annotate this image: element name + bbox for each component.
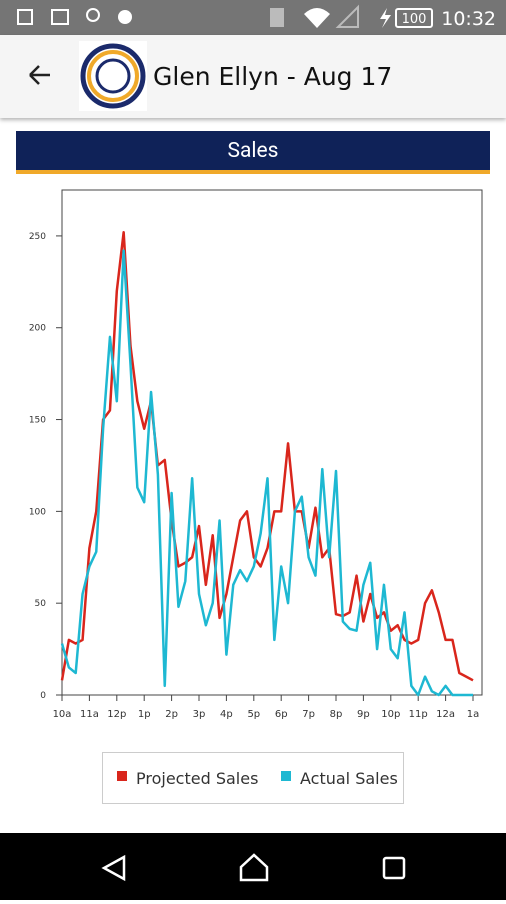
plot-frame bbox=[61, 189, 483, 696]
x-tick-label: 3p bbox=[193, 709, 206, 720]
charge-icon bbox=[380, 8, 391, 28]
y-tick-label: 0 bbox=[40, 691, 46, 701]
legend-swatch bbox=[117, 771, 127, 781]
nav-icons bbox=[101, 853, 406, 882]
series-line bbox=[60, 230, 474, 682]
y-tick-label: 200 bbox=[29, 324, 46, 334]
wifi-icon bbox=[304, 8, 330, 28]
nav-bar bbox=[0, 833, 506, 900]
x-tick-label: 10p bbox=[381, 709, 400, 720]
x-tick-label: 1a bbox=[467, 709, 480, 720]
usb-icon bbox=[17, 9, 33, 25]
battery-icon bbox=[395, 8, 433, 28]
chart: 0 50 100 150 200 250 10a 11a 12p 1p 2p 3p 4p 5p 6p 7p 8p… bbox=[29, 189, 483, 720]
app-bar: Glen Ellyn - Aug 17 bbox=[0, 35, 506, 118]
legend-label: Actual Sales bbox=[300, 769, 398, 788]
y-tick-label: 250 bbox=[29, 232, 46, 242]
chart-title: Sales bbox=[16, 131, 490, 174]
nav-back[interactable] bbox=[101, 854, 126, 882]
x-tick-label: 2p bbox=[165, 709, 178, 720]
y-tick-label: 150 bbox=[29, 416, 46, 426]
status-bar: 100 10:32 bbox=[0, 0, 506, 35]
nav-home[interactable] bbox=[239, 853, 269, 882]
clock: 10:32 bbox=[441, 8, 496, 30]
legend-items: Projected Sales Actual Sales bbox=[117, 769, 398, 788]
battery-level: 100 bbox=[402, 12, 427, 27]
image-icon bbox=[51, 9, 69, 25]
x-tick-label: 11a bbox=[80, 709, 99, 720]
logo-ring bbox=[80, 43, 146, 109]
logo-core bbox=[95, 58, 131, 94]
x-tick-label: 1p bbox=[138, 709, 151, 720]
legend-swatch bbox=[281, 771, 291, 781]
x-tick-label: 11p bbox=[409, 709, 428, 720]
x-tick-label: 4p bbox=[220, 709, 233, 720]
bulb-icon bbox=[86, 8, 100, 22]
x-tick-label: 10a bbox=[53, 709, 72, 720]
app-bar-content: Glen Ellyn - Aug 17 bbox=[29, 41, 392, 111]
x-tick-label: 12p bbox=[107, 709, 126, 720]
back-button[interactable] bbox=[29, 65, 50, 85]
x-tick-label: 9p bbox=[357, 709, 370, 720]
status-icons: 100 10:32 bbox=[17, 4, 496, 30]
android-icon bbox=[118, 10, 132, 24]
x-tick-label: 5p bbox=[247, 709, 260, 720]
logo-ring-inner bbox=[87, 50, 139, 102]
signal-icon bbox=[335, 4, 359, 28]
x-tick-label: 8p bbox=[330, 709, 343, 720]
x-tick-label: 7p bbox=[302, 709, 315, 720]
x-tick-label: 12a bbox=[436, 709, 455, 720]
legend-label: Projected Sales bbox=[136, 769, 258, 788]
y-tick-label: 50 bbox=[35, 599, 47, 609]
x-tick-label: 6p bbox=[275, 709, 288, 720]
legend: Projected Sales Actual Sales bbox=[102, 752, 404, 804]
series-line bbox=[60, 249, 473, 697]
y-tick-label: 100 bbox=[29, 507, 46, 517]
nav-recents[interactable] bbox=[382, 856, 406, 880]
screen-title: Glen Ellyn - Aug 17 bbox=[153, 62, 392, 91]
sim-icon bbox=[270, 8, 284, 27]
